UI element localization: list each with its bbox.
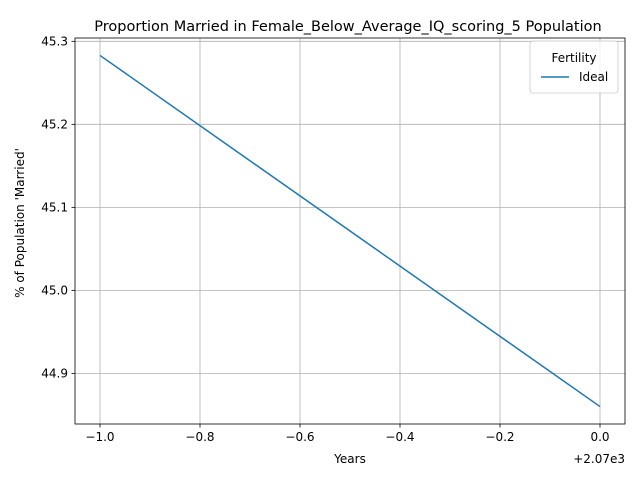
y-axis-label: % of Population 'Married' [13,148,27,298]
legend-title: Fertility [551,51,596,65]
x-axis-offset-label: +2.07e3 [573,452,625,466]
x-tick-label: −1.0 [85,430,114,444]
legend-box [529,40,619,94]
y-tick-label: 45.2 [41,117,68,131]
y-tick-label: 44.9 [41,366,68,380]
chart-title: Proportion Married in Female_Below_Avera… [94,19,601,35]
x-tick-label: 0.0 [590,430,609,444]
x-axis-ticks: −1.0 −0.8 −0.6 −0.4 −0.2 0.0 [85,424,610,444]
legend-label-ideal: Ideal [579,70,608,84]
y-tick-label: 45.3 [41,34,68,48]
x-axis-label: Years [333,452,366,466]
y-tick-label: 45.1 [41,200,68,214]
series-line-ideal [99,54,601,408]
x-tick-label: −0.6 [285,430,314,444]
legend: Fertility Ideal [529,40,619,94]
series-layer [99,54,601,408]
plot-frame [74,37,626,425]
y-tick-label: 45.0 [41,283,68,297]
x-tick-label: −0.8 [185,430,214,444]
x-tick-label: −0.4 [385,430,414,444]
grid [75,38,625,424]
x-tick-label: −0.2 [485,430,514,444]
y-axis-ticks: 44.9 45.0 45.1 45.2 45.3 [41,34,75,380]
